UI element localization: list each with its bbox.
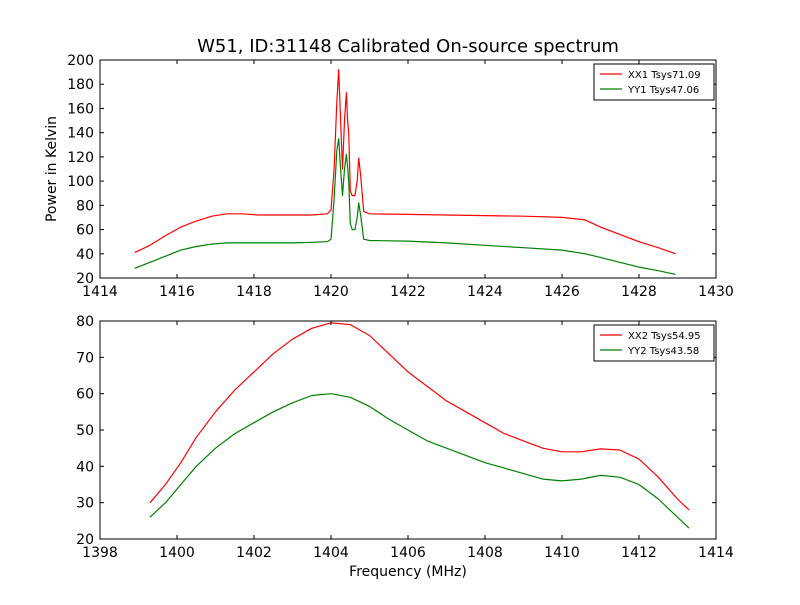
x-tick-label: 1430 [698, 284, 734, 300]
y-tick-label: 120 [67, 150, 94, 166]
y-tick-label: 80 [76, 314, 94, 330]
legend: XX1 Tsys71.09 YY1 Tsys47.06 [593, 63, 715, 101]
y-tick-label: 40 [76, 459, 94, 475]
y-axis-label: Power in Kelvin [44, 116, 60, 222]
x-tick-label: 1414 [82, 284, 118, 300]
chart-panel-2: 1398 1400 1402 1404 1406 1408 1410 1412 1414 20 30… [76, 314, 734, 580]
y-tick-label: 80 [76, 198, 94, 214]
legend-label: YY1 Tsys47.06 [627, 85, 699, 96]
x-tick-label: 1420 [313, 284, 349, 300]
x-tick-label: 1410 [544, 545, 580, 561]
series-line-2-2 [149, 393, 690, 529]
x-axis-label: Frequency (MHz) [349, 564, 467, 580]
series-line-1-1 [134, 69, 676, 255]
series-line-1-2 [134, 138, 676, 275]
x-tick-label: 1414 [698, 545, 734, 561]
x-tick-label: 1424 [467, 284, 503, 300]
x-tick-label: 1418 [236, 284, 272, 300]
legend-label: XX1 Tsys71.09 [628, 70, 701, 81]
y-tick-label: 140 [67, 126, 94, 142]
y-tick-label: 40 [76, 247, 94, 263]
x-tick-label: 1428 [621, 284, 657, 300]
x-tick-label: 1408 [467, 545, 503, 561]
y-tick-label: 160 [67, 101, 94, 117]
x-tick-label: 1422 [390, 284, 426, 300]
x-tick-label: 1400 [159, 545, 195, 561]
y-tick-label: 50 [76, 423, 94, 439]
legend: XX2 Tsys54.95 YY2 Tsys43.58 [593, 324, 715, 362]
y-tick-label: 30 [76, 496, 94, 512]
chart-title: W51, ID:31148 Calibrated On-source spect… [197, 36, 619, 57]
x-tick-label: 1426 [544, 284, 580, 300]
y-tick-label: 100 [67, 174, 94, 190]
y-tick-label: 60 [76, 223, 94, 239]
y-tick-label: 180 [67, 77, 94, 93]
y-tick-label: 200 [67, 53, 94, 69]
x-tick-label: 1402 [236, 545, 272, 561]
legend-box [593, 324, 715, 362]
x-tick-label: 1406 [390, 545, 426, 561]
chart-panel-1: 1414 1416 1418 1420 1422 1424 1426 1428 1430 20 40… [44, 36, 734, 300]
y-tick-label: 20 [76, 271, 94, 287]
legend-label: XX2 Tsys54.95 [628, 331, 701, 342]
legend-box [593, 63, 715, 101]
y-tick-label: 60 [76, 387, 94, 403]
x-tick-label: 1416 [159, 284, 195, 300]
y-tick-label: 70 [76, 350, 94, 366]
series-line-2-1 [149, 322, 690, 511]
legend-label: YY2 Tsys43.58 [627, 346, 699, 357]
x-tick-label: 1404 [313, 545, 349, 561]
x-tick-label: 1398 [82, 545, 118, 561]
x-tick-label: 1412 [621, 545, 657, 561]
y-tick-label: 20 [76, 532, 94, 548]
